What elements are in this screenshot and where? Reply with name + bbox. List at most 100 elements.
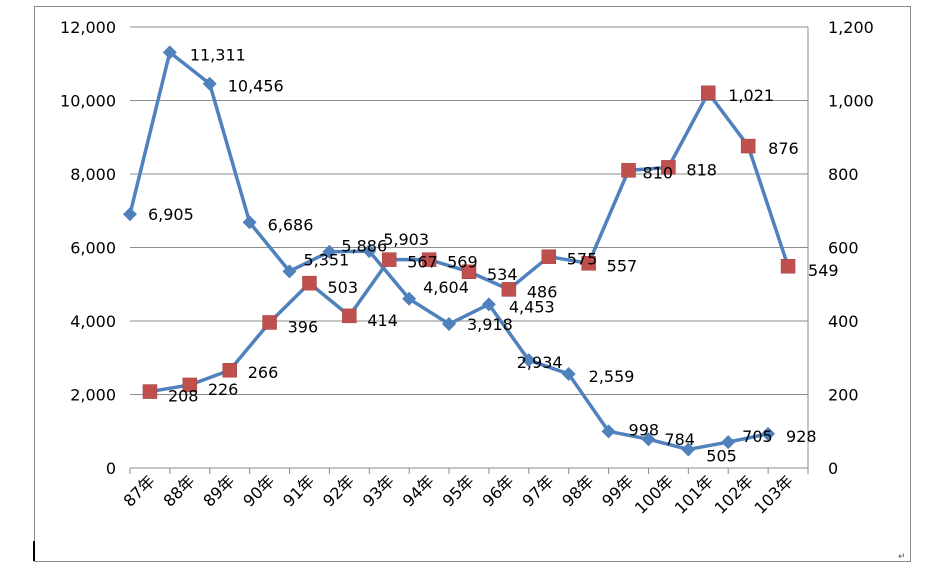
square-marker	[621, 163, 636, 178]
data-label: 6,905	[148, 205, 194, 224]
series-line	[149, 91, 790, 394]
data-label: 705	[742, 427, 773, 446]
diamond-marker	[521, 353, 536, 368]
data-label: 784	[664, 430, 695, 449]
data-label: 11,311	[190, 45, 246, 64]
x-category-label: 93年	[359, 471, 398, 510]
x-category-label: 90年	[239, 471, 278, 510]
x-category-label: 102年	[711, 471, 757, 517]
square-marker	[661, 160, 676, 175]
data-label: 226	[208, 380, 239, 399]
diamond-marker	[362, 244, 377, 259]
y-right-tick-label: 1,000	[828, 92, 874, 111]
square-marker	[740, 138, 756, 154]
data-label: 810	[643, 163, 674, 182]
x-category-label: 94年	[399, 471, 438, 510]
x-category-label: 97年	[518, 471, 557, 510]
square-marker	[701, 85, 716, 101]
x-category-label: 100年	[631, 471, 677, 517]
square-marker	[780, 258, 796, 274]
diamond-marker	[641, 432, 656, 447]
data-label: 876	[768, 139, 799, 158]
square-marker	[381, 252, 397, 267]
data-label: 503	[327, 278, 358, 297]
data-label: 266	[248, 363, 279, 382]
y-right-tick-label: 600	[828, 239, 859, 258]
data-label: 2,559	[589, 367, 635, 386]
data-label: 208	[168, 387, 199, 406]
square-marker	[501, 282, 517, 297]
data-label: 10,456	[228, 77, 284, 96]
y-right-tick-label: 800	[828, 165, 859, 184]
x-category-label: 87年	[120, 471, 159, 510]
x-category-label: 92年	[319, 471, 358, 510]
x-category-label: 101年	[671, 471, 717, 517]
diamond-marker	[162, 45, 177, 60]
diamond-marker	[601, 424, 616, 439]
x-category-label: 91年	[279, 471, 318, 510]
diamond-marker	[481, 297, 496, 312]
data-label: 549	[808, 261, 839, 280]
diamond-marker	[561, 366, 576, 381]
data-label: 4,604	[423, 278, 469, 297]
diamond-marker	[282, 264, 297, 279]
y-left-tick-label: 12,000	[60, 18, 116, 37]
diamond-marker	[721, 435, 736, 450]
data-label: 534	[487, 265, 518, 284]
diamond-marker	[442, 317, 456, 332]
series-markers	[122, 45, 796, 457]
square-marker	[222, 362, 237, 378]
data-label: 1,021	[728, 86, 774, 105]
square-marker	[541, 249, 557, 264]
y-right-tick-label: 400	[828, 312, 859, 331]
data-label: 414	[367, 311, 398, 330]
x-category-label: 88年	[159, 471, 198, 510]
square-marker	[182, 377, 198, 393]
x-category-label: 95年	[439, 471, 478, 510]
data-label: 6,686	[268, 215, 314, 234]
diamond-marker	[202, 76, 217, 91]
diamond-marker	[681, 442, 696, 457]
square-marker	[302, 275, 317, 291]
gridlines	[130, 26, 808, 395]
paragraph-mark: ↵	[898, 552, 906, 562]
diamond-marker	[402, 291, 417, 306]
y-left-tick-label: 6,000	[70, 239, 116, 258]
data-label: 505	[706, 446, 737, 465]
data-label: 486	[527, 282, 558, 301]
chart-frame	[34, 6, 911, 562]
data-label: 818	[686, 160, 717, 179]
square-marker	[142, 384, 158, 399]
diamond-marker	[322, 244, 337, 259]
data-label: 3,918	[467, 315, 513, 334]
square-marker	[461, 264, 477, 280]
data-label: 5,903	[383, 230, 429, 249]
data-label: 557	[607, 256, 638, 275]
x-category-label: 96年	[479, 471, 518, 510]
x-category-label: 89年	[199, 471, 238, 510]
y-left-tick-label: 8,000	[70, 165, 116, 184]
text-cursor	[33, 541, 35, 561]
y-right-tick-label: 0	[828, 459, 838, 478]
data-label: 569	[447, 253, 478, 272]
data-label: 575	[567, 250, 598, 269]
data-label: 5,351	[303, 250, 349, 269]
y-left-tick-label: 10,000	[60, 92, 116, 111]
y-left-tick-label: 2,000	[70, 386, 116, 405]
data-label: 396	[288, 317, 319, 336]
square-marker	[262, 315, 277, 330]
data-label: 998	[629, 420, 660, 439]
data-label: 5,886	[341, 237, 387, 256]
diamond-marker	[761, 426, 776, 441]
y-right-tick-label: 1,200	[828, 18, 874, 37]
y-left-tick-label: 0	[106, 459, 116, 478]
y-right-tick-label: 200	[828, 386, 859, 405]
data-label: 567	[407, 253, 438, 272]
square-marker	[342, 308, 357, 324]
data-label: 4,453	[509, 297, 555, 316]
data-label: 2,934	[517, 353, 563, 372]
x-category-label: 103年	[751, 471, 797, 517]
x-category-label: 98年	[558, 471, 597, 510]
